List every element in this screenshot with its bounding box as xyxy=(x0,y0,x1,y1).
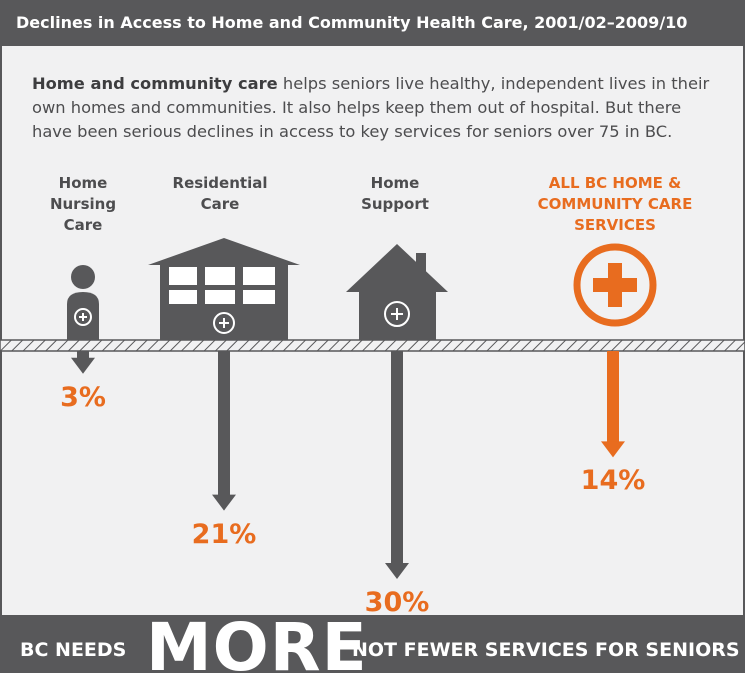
category-label-all-services: ALL BC HOME & COMMUNITY CARE SERVICES xyxy=(525,173,705,236)
footer-right-text: NOT FEWER SERVICES FOR SENIORS xyxy=(352,639,740,661)
residential-building-icon xyxy=(148,238,300,340)
decline-arrow-shaft xyxy=(218,351,230,497)
decline-arrow-head xyxy=(601,441,625,458)
decline-arrow-head xyxy=(385,563,409,579)
category-line: Nursing xyxy=(49,195,117,213)
category-label-home-nursing: Home Nursing Care xyxy=(38,173,128,236)
decline-value-label: 21% xyxy=(191,518,257,550)
page-title: Declines in Access to Home and Community… xyxy=(0,0,745,46)
house-icon xyxy=(346,244,448,340)
category-line: Care xyxy=(63,216,103,234)
category-line: ALL BC HOME & xyxy=(548,174,682,192)
ground-line xyxy=(0,339,745,352)
category-line: Support xyxy=(361,195,429,213)
health-cross-icon xyxy=(573,243,657,327)
decline-value-label: 3% xyxy=(60,381,106,413)
footer-big-text: MORE xyxy=(146,609,368,686)
decline-arrow-shaft xyxy=(607,351,619,444)
category-line: Residential xyxy=(172,174,268,192)
category-line: Home xyxy=(58,174,108,192)
decline-arrow-head xyxy=(212,494,236,511)
category-line: SERVICES xyxy=(574,216,656,234)
category-label-residential: Residential Care xyxy=(160,173,280,215)
category-line: COMMUNITY CARE xyxy=(537,195,693,213)
intro-bold: Home and community care xyxy=(32,74,278,93)
decline-arrow-shaft xyxy=(77,351,89,360)
intro-paragraph: Home and community care helps seniors li… xyxy=(32,72,722,144)
decline-arrow-shaft xyxy=(391,351,403,565)
category-label-home-support: Home Support xyxy=(345,173,445,215)
footer-banner: BC NEEDS MORE NOT FEWER SERVICES FOR SEN… xyxy=(0,609,745,686)
decline-value-label: 30% xyxy=(364,587,430,618)
nurse-person-icon xyxy=(67,265,99,340)
decline-arrow-head xyxy=(71,357,95,374)
intro-text: helps seniors live healthy, independent … xyxy=(32,74,710,141)
decline-arrows xyxy=(71,351,625,579)
decline-value-label: 14% xyxy=(580,465,646,497)
category-line: Care xyxy=(200,195,240,213)
category-line: Home xyxy=(370,174,420,192)
footer-left-text: BC NEEDS xyxy=(20,639,127,661)
